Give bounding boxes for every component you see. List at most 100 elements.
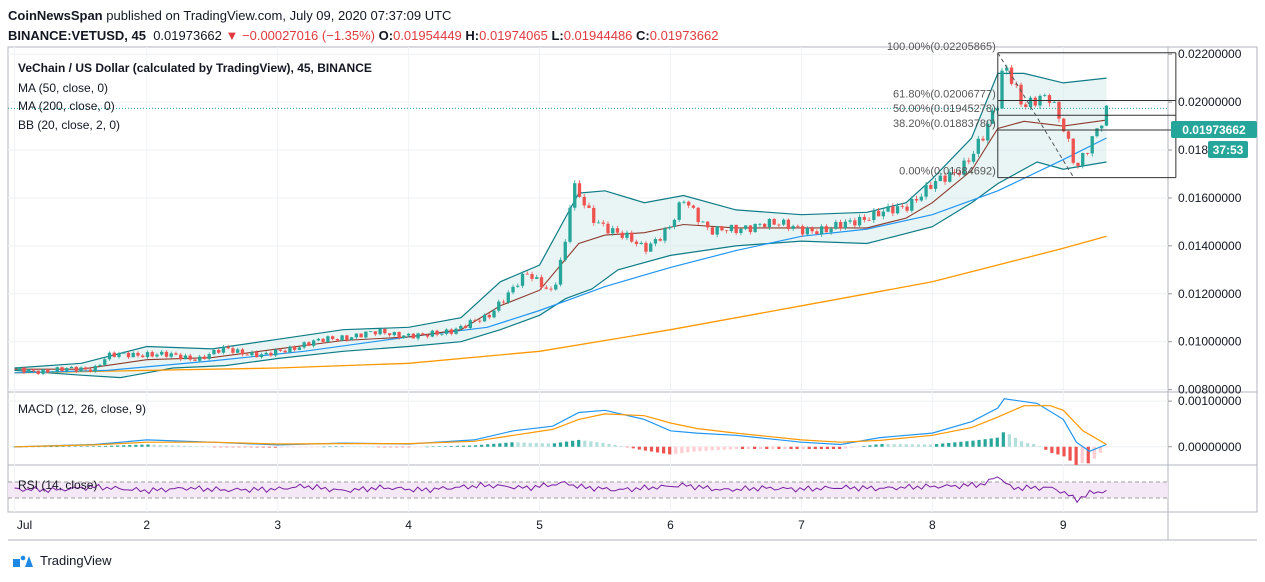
candle-body — [990, 110, 995, 124]
candle-body — [815, 231, 819, 235]
candle-body — [302, 342, 306, 348]
macd-histogram-bar — [443, 446, 447, 447]
candle-body — [217, 350, 221, 353]
candle-body — [240, 349, 245, 355]
author-name[interactable]: CoinNewsSpan — [8, 8, 103, 23]
macd-histogram-bar — [698, 446, 702, 452]
down-arrow-icon: ▼ — [225, 28, 239, 43]
candle-body — [259, 354, 264, 358]
macd-histogram-bar — [813, 446, 817, 450]
candle-body — [245, 354, 249, 356]
macd-histogram-bar — [243, 446, 247, 448]
x-tick-label: 2 — [143, 518, 150, 532]
macd-histogram-bar — [844, 446, 848, 449]
candle-body — [364, 331, 368, 338]
candle-body — [402, 335, 406, 339]
candle-body — [824, 226, 829, 233]
candle-body — [164, 351, 169, 357]
macd-histogram-bar — [279, 446, 284, 448]
macd-histogram-bar — [346, 446, 350, 447]
macd-histogram-bar — [328, 446, 332, 448]
open-value: 0.01954449 — [393, 28, 462, 43]
macd-histogram-bar — [480, 444, 484, 447]
legend-bb[interactable]: BB (20, close, 2, 0) — [18, 118, 120, 132]
fib-level-label: 100.00%(0.02205865) — [887, 41, 996, 53]
macd-histogram-bar — [116, 445, 120, 447]
macd-histogram-bar — [340, 446, 344, 447]
macd-histogram-bar — [662, 446, 666, 454]
macd-histogram-bar — [710, 446, 714, 451]
macd-histogram-bar — [589, 441, 593, 447]
candle-body — [349, 337, 354, 340]
candle-body — [649, 243, 653, 252]
legend-ma50[interactable]: MA (50, close, 0) — [18, 81, 108, 95]
legend-rsi[interactable]: RSI (14, close) — [18, 478, 97, 492]
countdown-badge-text: 37:53 — [1213, 143, 1244, 157]
macd-histogram-bar — [219, 446, 223, 448]
candle-body — [715, 226, 719, 235]
candle-body — [853, 220, 857, 226]
candle-body — [615, 228, 620, 233]
macd-histogram-bar — [765, 446, 769, 450]
macd-histogram-bar — [298, 446, 302, 448]
candle-body — [786, 219, 791, 229]
publish-info: published on TradingView.com, July 09, 2… — [106, 8, 452, 23]
candle-body — [250, 352, 254, 356]
candle-body — [800, 226, 805, 235]
fib-level-label: 0.00%(0.01684692) — [899, 166, 996, 178]
candle-body — [644, 242, 648, 252]
footer-brand[interactable]: TradingView — [40, 553, 112, 568]
macd-histogram-bar — [322, 446, 326, 448]
macd-histogram-bar — [716, 446, 720, 451]
high-value: 0.01974065 — [479, 28, 548, 43]
candle-body — [1081, 152, 1085, 166]
legend-ma200[interactable]: MA (200, close, 0) — [18, 99, 115, 113]
candle-body — [881, 211, 885, 217]
candle-body — [17, 367, 21, 371]
legend-macd[interactable]: MACD (12, 26, close, 9) — [18, 402, 146, 416]
candle-body — [910, 198, 914, 211]
candle-body — [748, 225, 753, 233]
candle-body — [288, 346, 292, 353]
candle-body — [929, 184, 933, 189]
candle-body — [568, 207, 572, 242]
candle-body — [663, 228, 667, 241]
macd-histogram-bar — [740, 446, 745, 450]
macd-histogram-bar — [868, 445, 872, 447]
candle-body — [74, 366, 78, 372]
candle-body — [924, 184, 928, 197]
candle-body — [221, 346, 226, 353]
candle-body — [387, 333, 392, 336]
candle-body — [1085, 152, 1090, 154]
candle-body — [430, 330, 434, 337]
candle-body — [65, 368, 69, 372]
macd-histogram-bar — [492, 443, 496, 447]
macd-histogram-bar — [67, 446, 71, 447]
candle-body — [1100, 125, 1104, 129]
candle-body — [838, 221, 843, 229]
candle-body — [1047, 95, 1052, 103]
fib-level-label: 61.80%(0.02006777) — [893, 88, 996, 100]
high-label: H: — [465, 28, 480, 43]
macd-histogram-bar — [862, 446, 866, 447]
macd-histogram-bar — [267, 446, 271, 448]
candle-body — [696, 207, 700, 223]
candle-body — [122, 352, 126, 354]
macd-histogram-bar — [643, 446, 648, 451]
fib-level-label: 38.20%(0.01883780) — [893, 118, 996, 130]
macd-histogram-bar — [722, 446, 726, 450]
macd-histogram-bar — [928, 444, 933, 447]
candle-body — [145, 352, 150, 358]
candle-body — [497, 301, 501, 311]
macd-histogram-bar — [504, 442, 508, 447]
candle-body — [406, 333, 411, 336]
macd-histogram-bar — [413, 446, 417, 448]
macd-histogram-bar — [1086, 446, 1090, 464]
macd-histogram-bar — [886, 444, 890, 447]
candle-body — [335, 339, 340, 341]
candle-body — [1095, 128, 1099, 137]
x-tick-label: 4 — [405, 518, 412, 532]
x-tick-label: 9 — [1060, 518, 1067, 532]
candle-body — [606, 223, 610, 234]
